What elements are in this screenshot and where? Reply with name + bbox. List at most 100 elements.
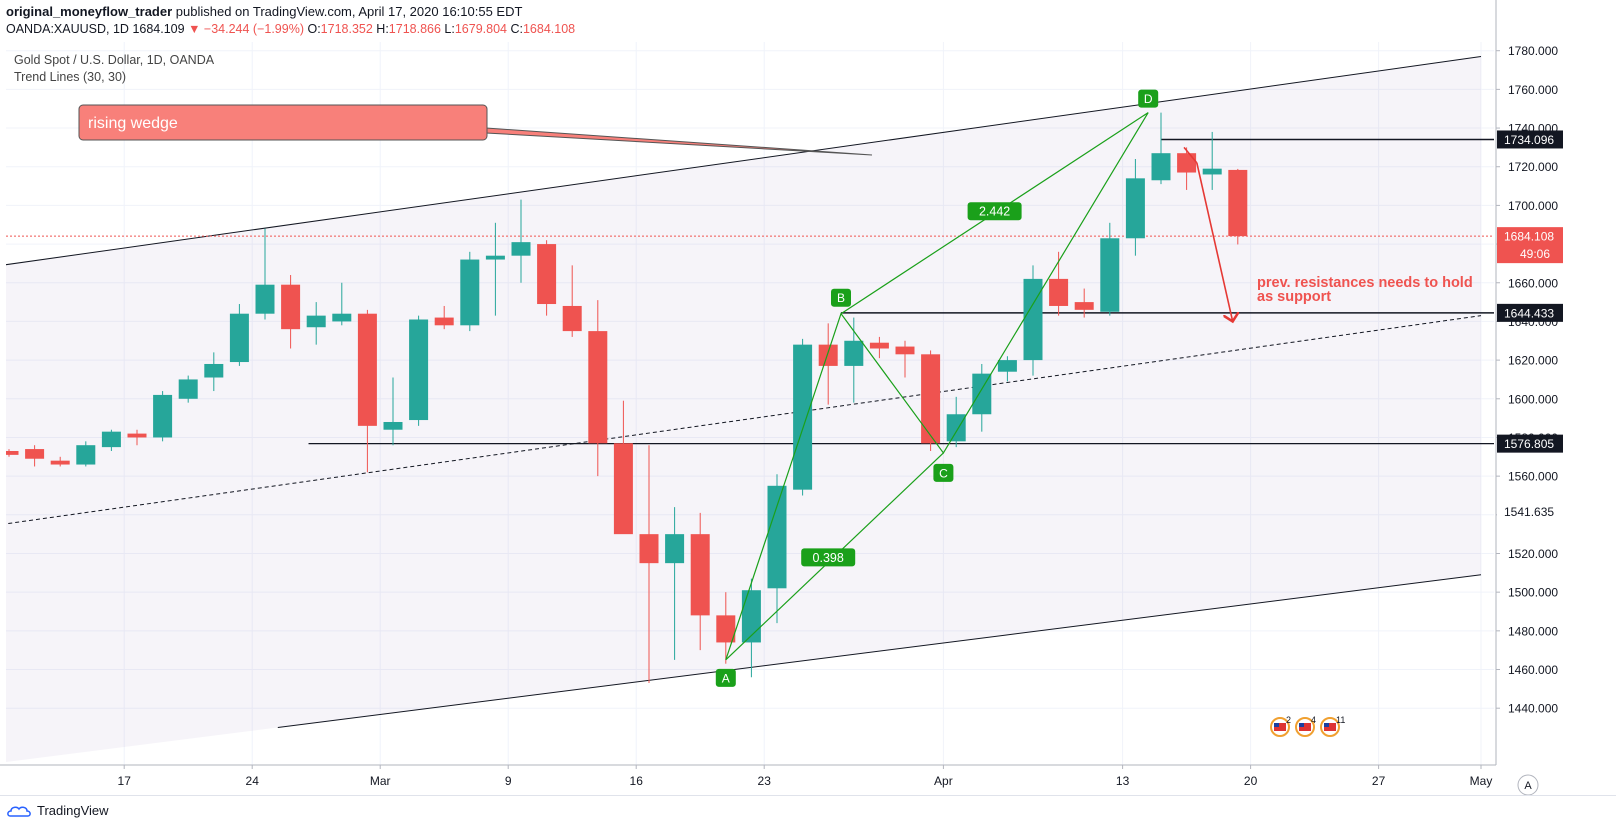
candle[interactable] [409,315,429,426]
countdown-text: 49:06 [1520,247,1550,261]
candle-body [1228,169,1248,237]
price-axis[interactable]: 1440.000 1460.000 1480.000 1500.000 1520.000… [1494,0,1616,765]
candle[interactable] [50,456,70,467]
candle[interactable] [1023,265,1043,376]
candle[interactable] [767,474,787,624]
price-change: ▼ −34.244 (−1.99%) [188,22,304,36]
price-chart[interactable]: A B C D 0.398 2.442 rising wedge prev. resista… [0,0,1616,795]
candle[interactable] [562,265,582,337]
candle[interactable] [460,251,480,332]
candle[interactable] [1228,168,1248,245]
candle[interactable] [613,400,633,535]
candle[interactable] [1074,288,1094,318]
candle[interactable] [972,363,992,432]
event-flag-icon[interactable]: 4 [1295,715,1316,737]
candle-body [895,346,915,355]
note-line-1[interactable]: prev. resistances needs to hold [1257,275,1473,291]
candle[interactable] [229,304,249,366]
auto-scale-button[interactable]: A [1517,774,1539,795]
candle[interactable] [895,340,915,378]
trend-lines[interactable] [1,56,1482,729]
candle[interactable] [306,302,326,345]
upper-trend-line[interactable] [1,56,1482,266]
candle[interactable] [1202,131,1222,190]
candle-body [101,431,121,448]
candle[interactable] [793,338,813,496]
candle[interactable] [869,336,889,359]
pattern-point-c[interactable]: C [933,463,954,482]
level-price-tag[interactable]: 1576.805 [1497,434,1563,453]
pattern-path[interactable] [725,112,1149,661]
y-tick-label: 1500.000 [1508,586,1558,600]
candle[interactable] [997,356,1017,382]
candle[interactable] [921,350,941,451]
candle[interactable] [1151,112,1171,185]
last-price-tag[interactable]: 1684.108 49:06 [1497,227,1563,264]
candle[interactable] [255,228,275,320]
candle[interactable] [0,449,19,457]
note-line-2[interactable]: as support [1257,289,1331,305]
candle[interactable] [127,429,147,446]
candle[interactable] [153,391,173,442]
candle[interactable] [76,441,96,467]
annotations[interactable]: rising wedge prev. resistances needs to h… [78,104,1473,737]
candle-body [767,485,787,589]
candle[interactable] [204,352,224,392]
candle[interactable] [357,309,377,473]
level-price-tag[interactable]: 1734.096 [1497,130,1563,149]
abcd-pattern[interactable]: A B C D 0.398 2.442 [715,89,1159,687]
event-flag-icon[interactable]: 11 [1320,715,1345,737]
candle-body [588,331,608,444]
candle[interactable] [537,240,557,316]
candle[interactable] [511,199,531,283]
point-badge [831,288,851,307]
event-count: 11 [1336,715,1345,725]
candle[interactable] [588,300,608,477]
level-price-tag-light[interactable]: 1541.635 [1497,502,1563,521]
red-arrow[interactable] [1196,162,1233,322]
ratio-label[interactable]: 0.398 [801,548,856,567]
level-price-tag[interactable]: 1644.433 [1497,303,1563,322]
candle[interactable] [25,445,45,467]
candle[interactable] [1125,158,1145,256]
candle[interactable] [178,375,198,403]
pattern-point-a[interactable]: A [715,668,736,687]
candle[interactable] [332,282,352,326]
footer-brand[interactable]: TradingView [6,803,109,818]
candle[interactable] [665,507,685,660]
candle[interactable] [101,429,121,451]
candle[interactable] [639,445,659,684]
candle[interactable] [1100,222,1120,316]
candle[interactable] [434,305,454,330]
level-tag-bg [1497,502,1563,521]
ratio-label[interactable]: 2.442 [967,202,1022,221]
candle[interactable] [946,396,966,448]
event-flag-icon[interactable]: 2 [1270,715,1291,737]
symbol: OANDA:XAUUSD, 1D [6,22,129,36]
candle[interactable] [383,377,403,446]
candle[interactable] [1177,147,1197,190]
y-tick-label: 1600.000 [1508,392,1558,406]
wedge-area [6,56,1481,763]
pattern-point-b[interactable]: B [831,288,851,307]
x-tick-label: 20 [1244,774,1258,788]
pattern-point-d[interactable]: D [1138,89,1159,108]
candle[interactable] [485,222,505,316]
publish-info: original_moneyflow_trader published on T… [6,4,522,19]
candle[interactable] [741,578,761,678]
candle[interactable] [818,323,838,405]
candle-body [562,305,582,332]
candle[interactable] [716,592,736,664]
time-axis[interactable]: 17 24 Mar 9 16 23 Apr 13 20 27 May A [0,764,1539,795]
lower-trend-line[interactable] [277,574,1482,729]
candle[interactable] [281,275,301,349]
rising-wedge-callout[interactable]: rising wedge [78,104,873,156]
author-name[interactable]: original_moneyflow_trader [6,4,173,19]
plot-area[interactable] [6,42,1494,765]
candle-body [76,445,96,465]
legend-indicator[interactable]: Trend Lines (30, 30) [14,70,127,84]
candle-body [1074,302,1094,310]
candle-body [485,255,505,260]
candle[interactable] [690,512,710,651]
candles[interactable] [0,112,1248,684]
